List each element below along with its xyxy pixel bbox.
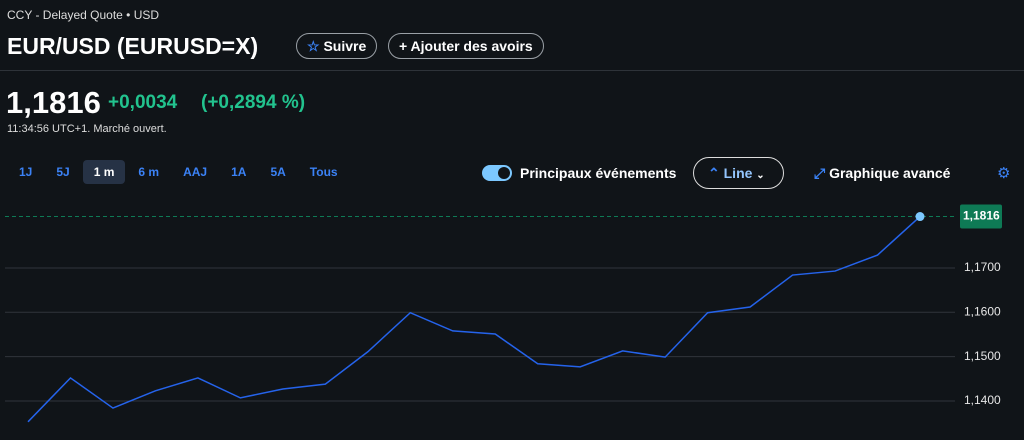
range-bar: 1J 5J 1 m 6 m AAJ 1A 5A Tous — [8, 160, 349, 184]
follow-label: Suivre — [323, 38, 367, 54]
follow-button[interactable]: ☆ Suivre — [296, 33, 378, 59]
toggle[interactable] — [482, 165, 512, 181]
style-label: Line — [723, 165, 753, 181]
divider — [0, 70, 1024, 71]
range-button[interactable]: Tous — [309, 165, 338, 179]
change: +0,0034 — [108, 92, 178, 113]
events-label: Principaux événements — [520, 165, 677, 181]
y-tick-label: 1,1700 — [964, 260, 1001, 274]
reference-label: 1,1816 — [963, 209, 1000, 223]
advanced-label: Graphique avancé — [829, 165, 951, 181]
advanced-button[interactable]: ⤢ Graphique avancé — [814, 165, 951, 181]
status: 11:34:56 UTC+1. Marché ouvert. — [7, 123, 167, 135]
range-button[interactable]: AAJ — [183, 165, 208, 179]
range-button[interactable]: 1J — [19, 165, 33, 179]
title: EUR/USD (EURUSD=X) — [7, 33, 259, 59]
y-tick-label: 1,1600 — [964, 304, 1001, 318]
range-button[interactable]: 1A — [231, 165, 247, 179]
range-button[interactable]: 6 m — [138, 165, 160, 179]
style-button[interactable]: ⌃ Line ⌄ — [693, 157, 784, 189]
range-button[interactable]: 1 m — [82, 160, 126, 184]
last-point — [915, 212, 925, 222]
add-label: Ajouter des avoirs — [410, 38, 533, 54]
y-tick-label: 1,1500 — [964, 349, 1001, 363]
price: 1,1816 — [6, 85, 101, 120]
range-button[interactable]: 5A — [270, 165, 286, 179]
add-button[interactable]: + Ajouter des avoirs — [388, 33, 544, 59]
y-tick-label: 1,1400 — [964, 393, 1001, 407]
source: CCY - Delayed Quote • USD — [7, 8, 160, 22]
reference-label-bg — [960, 204, 1002, 229]
change-pct: (+0,2894 %) — [201, 92, 306, 113]
settings[interactable]: ⚙ — [997, 165, 1011, 182]
range-button[interactable]: 5J — [56, 165, 70, 179]
price-line — [27, 215, 921, 423]
